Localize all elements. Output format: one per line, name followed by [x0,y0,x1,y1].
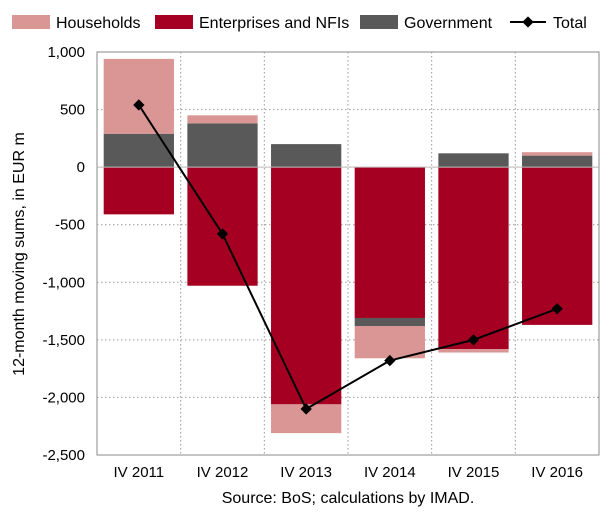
bar-households [187,115,258,124]
bar-enterprises-and-nfis [271,167,342,405]
source-note: Source: BoS; calculations by IMAD. [222,490,475,507]
total-point [384,354,396,367]
bar-households [103,58,174,134]
y-axis-ticks: 1,000 500 0 -500 -1,000 -1,500 -2,000 -2,500 [42,44,85,464]
x-tick-label: IV 2015 [448,464,500,481]
x-tick-label: IV 2012 [197,464,249,481]
bar-enterprises-and-nfis [187,167,258,286]
bar-households [354,326,425,359]
total-point [300,403,312,415]
bar-households [522,152,593,156]
bar-households [438,349,509,353]
bar-government [103,133,174,168]
y-tick-label: 0 [77,159,85,176]
y-axis-label: 12-month moving sums, in EUR m [11,132,28,376]
gridlines [97,52,599,455]
x-tick-label: IV 2014 [364,464,416,481]
total-point [551,303,563,315]
total-point [216,228,229,240]
total-point [467,334,480,346]
bar-enterprises-and-nfis [354,167,425,318]
bar-enterprises-and-nfis [438,167,509,350]
legend-label-government: Government [404,15,493,32]
y-tick-label: 500 [60,102,85,119]
bars [97,58,599,434]
y-tick-label: -2,000 [42,389,85,406]
y-tick-label: -1,500 [42,332,85,349]
bar-government [187,123,258,168]
y-tick-label: 1,000 [47,44,85,61]
y-tick-label: -2,500 [42,447,85,464]
y-tick-label: -500 [55,217,85,234]
bar-government [522,155,593,168]
legend-label-enterprises: Enterprises and NFIs [199,15,349,32]
x-axis-ticks: IV 2011 IV 2012 IV 2013 IV 2014 IV 2015 IV 20… [114,464,583,481]
legend-swatch-enterprises [155,15,193,29]
bar-government [271,144,342,168]
y-tick-label: -1,000 [42,274,85,291]
bar-government [354,317,425,327]
bar-government [438,153,509,168]
x-tick-label: IV 2013 [280,464,332,481]
legend-swatch-government [360,15,398,29]
legend-swatch-households [12,15,50,29]
bar-enterprises-and-nfis [522,167,593,325]
total-line [137,104,558,411]
legend-label-total: Total [553,15,587,32]
bar-enterprises-and-nfis [103,167,174,215]
legend: Households Enterprises and NFIs Governme… [12,15,587,32]
x-tick-label: IV 2016 [531,464,583,481]
legend-marker-total [522,16,534,28]
x-tick-label: IV 2011 [114,464,165,481]
legend-label-households: Households [56,15,141,32]
